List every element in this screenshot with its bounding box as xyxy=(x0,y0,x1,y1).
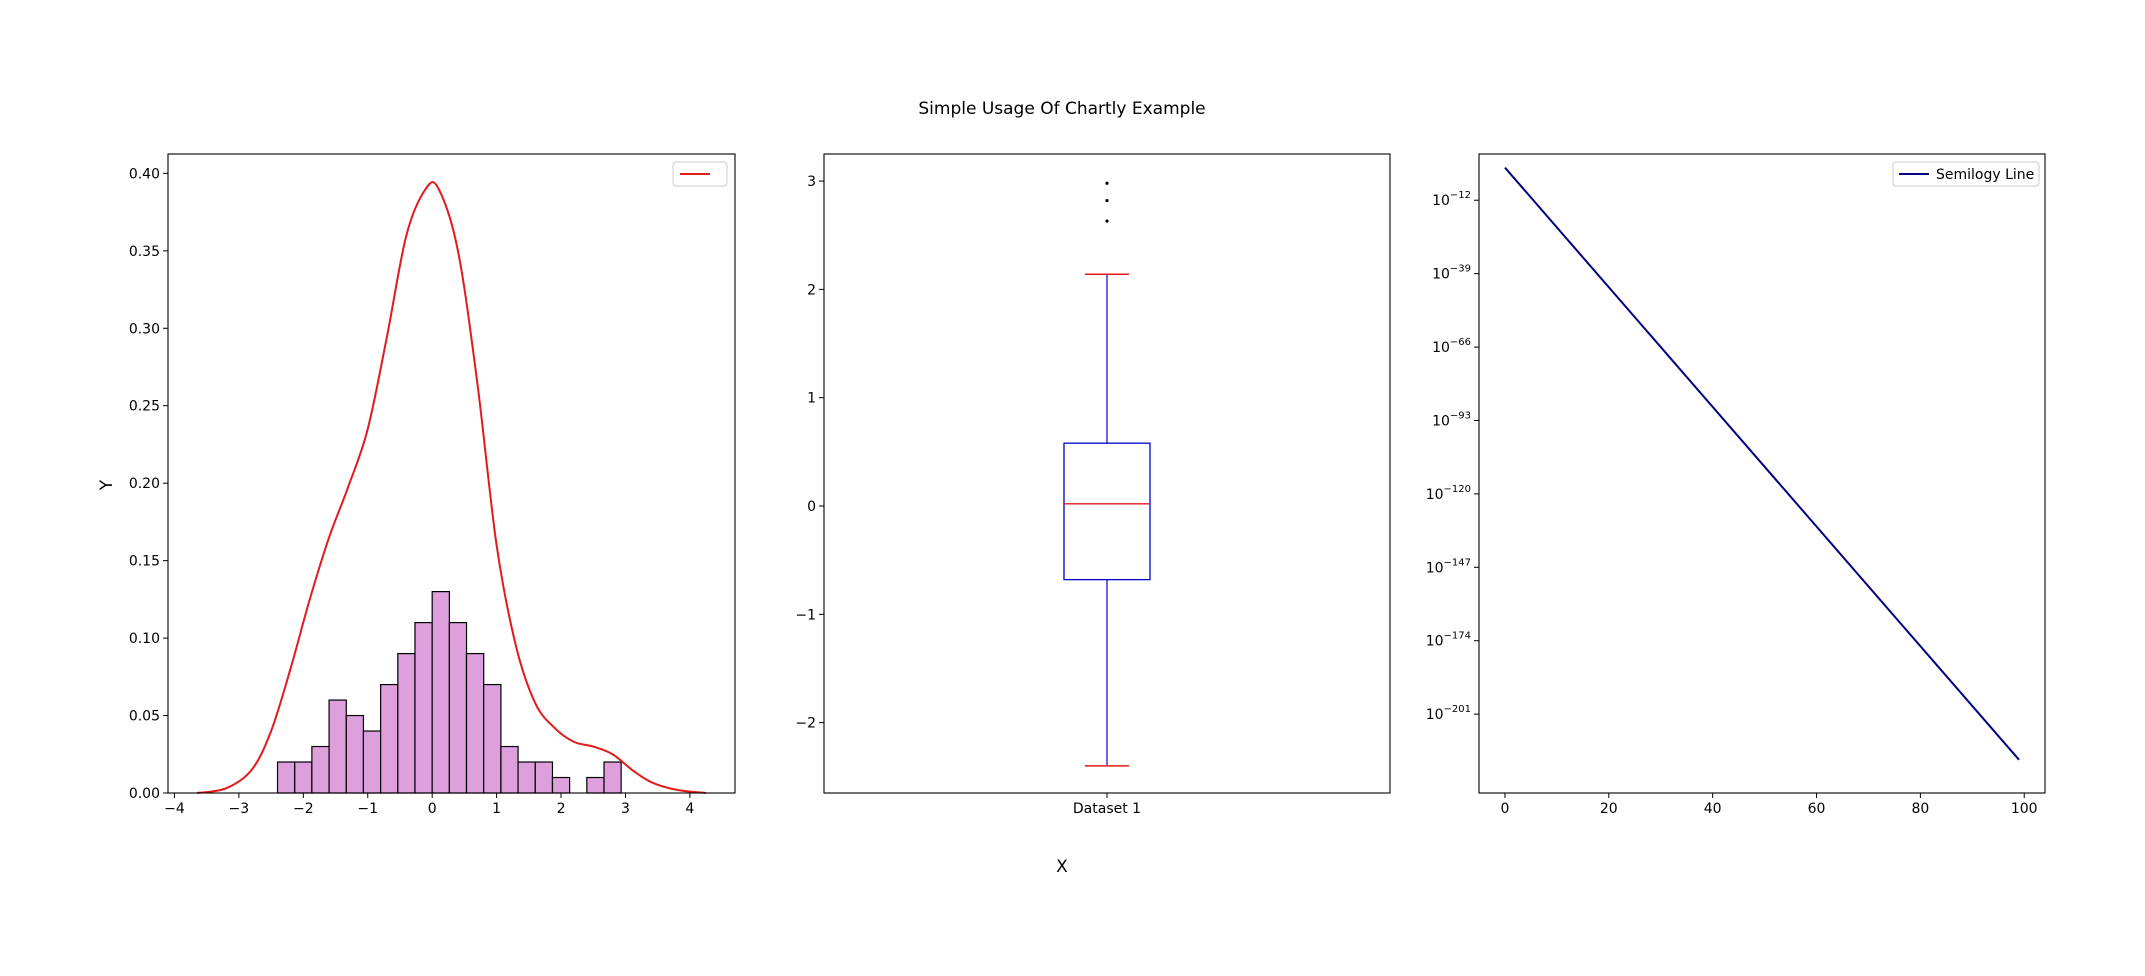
x-tick-label: −1 xyxy=(357,801,378,817)
histogram-bar xyxy=(551,776,571,794)
histogram-bar xyxy=(414,621,433,794)
y-tick-label: 0.40 xyxy=(129,166,160,182)
y-tick-label: 0.35 xyxy=(129,244,160,260)
histogram-bar xyxy=(465,652,485,794)
y-tick-label: −1 xyxy=(795,607,816,623)
histogram-bar xyxy=(380,683,399,794)
y-tick-label: 3 xyxy=(807,174,816,190)
y-tick-label: 0 xyxy=(807,499,816,515)
y-tick-label: 0.15 xyxy=(129,554,160,570)
y-tick-label: 1 xyxy=(807,391,816,407)
x-tick-label: 3 xyxy=(621,801,630,817)
legend: Semilogy Line xyxy=(1892,161,2040,187)
legend-box xyxy=(1892,161,2040,187)
y-tick-label: 10−120 xyxy=(1426,484,1471,503)
histogram-bar xyxy=(362,730,382,794)
box xyxy=(1063,442,1151,581)
figure-y-label: Y xyxy=(97,479,117,491)
histogram-bar xyxy=(397,652,416,794)
x-tick-label: 1 xyxy=(492,801,501,817)
boxplot-panel: Dataset 1 −2 −1 0 1 2 3 xyxy=(795,153,1391,817)
y-tick-label: 0.05 xyxy=(129,709,160,725)
x-tick-label: −3 xyxy=(229,801,250,817)
x-tick-label: 100 xyxy=(2011,801,2038,817)
outlier-point xyxy=(1105,198,1109,203)
semilogy-line xyxy=(1504,166,2020,761)
figure-x-label: X xyxy=(1056,857,1068,877)
histogram-bar xyxy=(276,761,296,794)
histogram-bar xyxy=(586,776,605,794)
x-tick-label: 80 xyxy=(1911,801,1929,817)
y-tick-label: 10−147 xyxy=(1426,557,1471,576)
figure-title: Simple Usage Of Chartly Example xyxy=(918,99,1205,119)
y-tick-label: 10−201 xyxy=(1426,704,1471,723)
outlier-point xyxy=(1105,219,1109,223)
y-tick-label: 0.20 xyxy=(129,476,160,492)
y-tick-label: 10−174 xyxy=(1426,631,1471,650)
x-tick-label: 0 xyxy=(428,801,437,817)
histogram-bar xyxy=(517,761,536,794)
y-tick-label: 10−12 xyxy=(1432,190,1471,209)
y-tick-label: 0.10 xyxy=(129,631,160,647)
y-tick-label: 0.30 xyxy=(129,321,160,337)
histogram-bar xyxy=(311,745,330,794)
y-tick-label: 0.25 xyxy=(129,399,160,415)
legend-label: Semilogy Line xyxy=(1936,167,2034,183)
histogram-bar xyxy=(500,745,519,794)
histogram-bar xyxy=(345,714,365,794)
histogram-bar xyxy=(448,621,468,794)
density-line xyxy=(196,181,707,794)
x-tick-label: 40 xyxy=(1704,801,1722,817)
histogram-bar xyxy=(534,761,554,794)
histogram-bar xyxy=(483,683,502,794)
histogram-bar xyxy=(603,761,622,794)
y-tick-label: 10−66 xyxy=(1432,337,1471,356)
outlier-point xyxy=(1105,181,1109,185)
x-tick-label: −2 xyxy=(293,801,314,817)
x-tick-label: 2 xyxy=(557,801,566,817)
histogram-bar xyxy=(431,591,450,794)
y-tick-label: 2 xyxy=(807,282,816,298)
x-tick-label: 20 xyxy=(1600,801,1618,817)
x-tick-label: 4 xyxy=(685,801,694,817)
axes-frame xyxy=(167,153,736,794)
semilogy-panel: 0 20 40 60 80 100 10−12 10−39 10−66 10−93 10−120 10… xyxy=(1426,153,2046,817)
histogram-bar xyxy=(294,761,313,794)
legend xyxy=(672,161,728,187)
histogram-bar xyxy=(328,699,347,794)
histogram-density-panel: −4 −3 −2 −1 0 1 2 3 4 0.00 0.05 0.10 0.15 0.20 0.25 0.3… xyxy=(129,153,736,817)
x-tick-label: 0 xyxy=(1501,801,1510,817)
x-tick-label: −4 xyxy=(164,801,185,817)
axes-frame xyxy=(1478,153,2046,794)
x-tick-label: Dataset 1 xyxy=(1073,801,1141,817)
x-tick-label: 60 xyxy=(1808,801,1826,817)
y-tick-label: 10−93 xyxy=(1432,410,1471,429)
y-tick-label: −2 xyxy=(795,716,816,732)
y-tick-label: 10−39 xyxy=(1432,264,1471,283)
y-tick-label: 0.00 xyxy=(129,786,160,802)
